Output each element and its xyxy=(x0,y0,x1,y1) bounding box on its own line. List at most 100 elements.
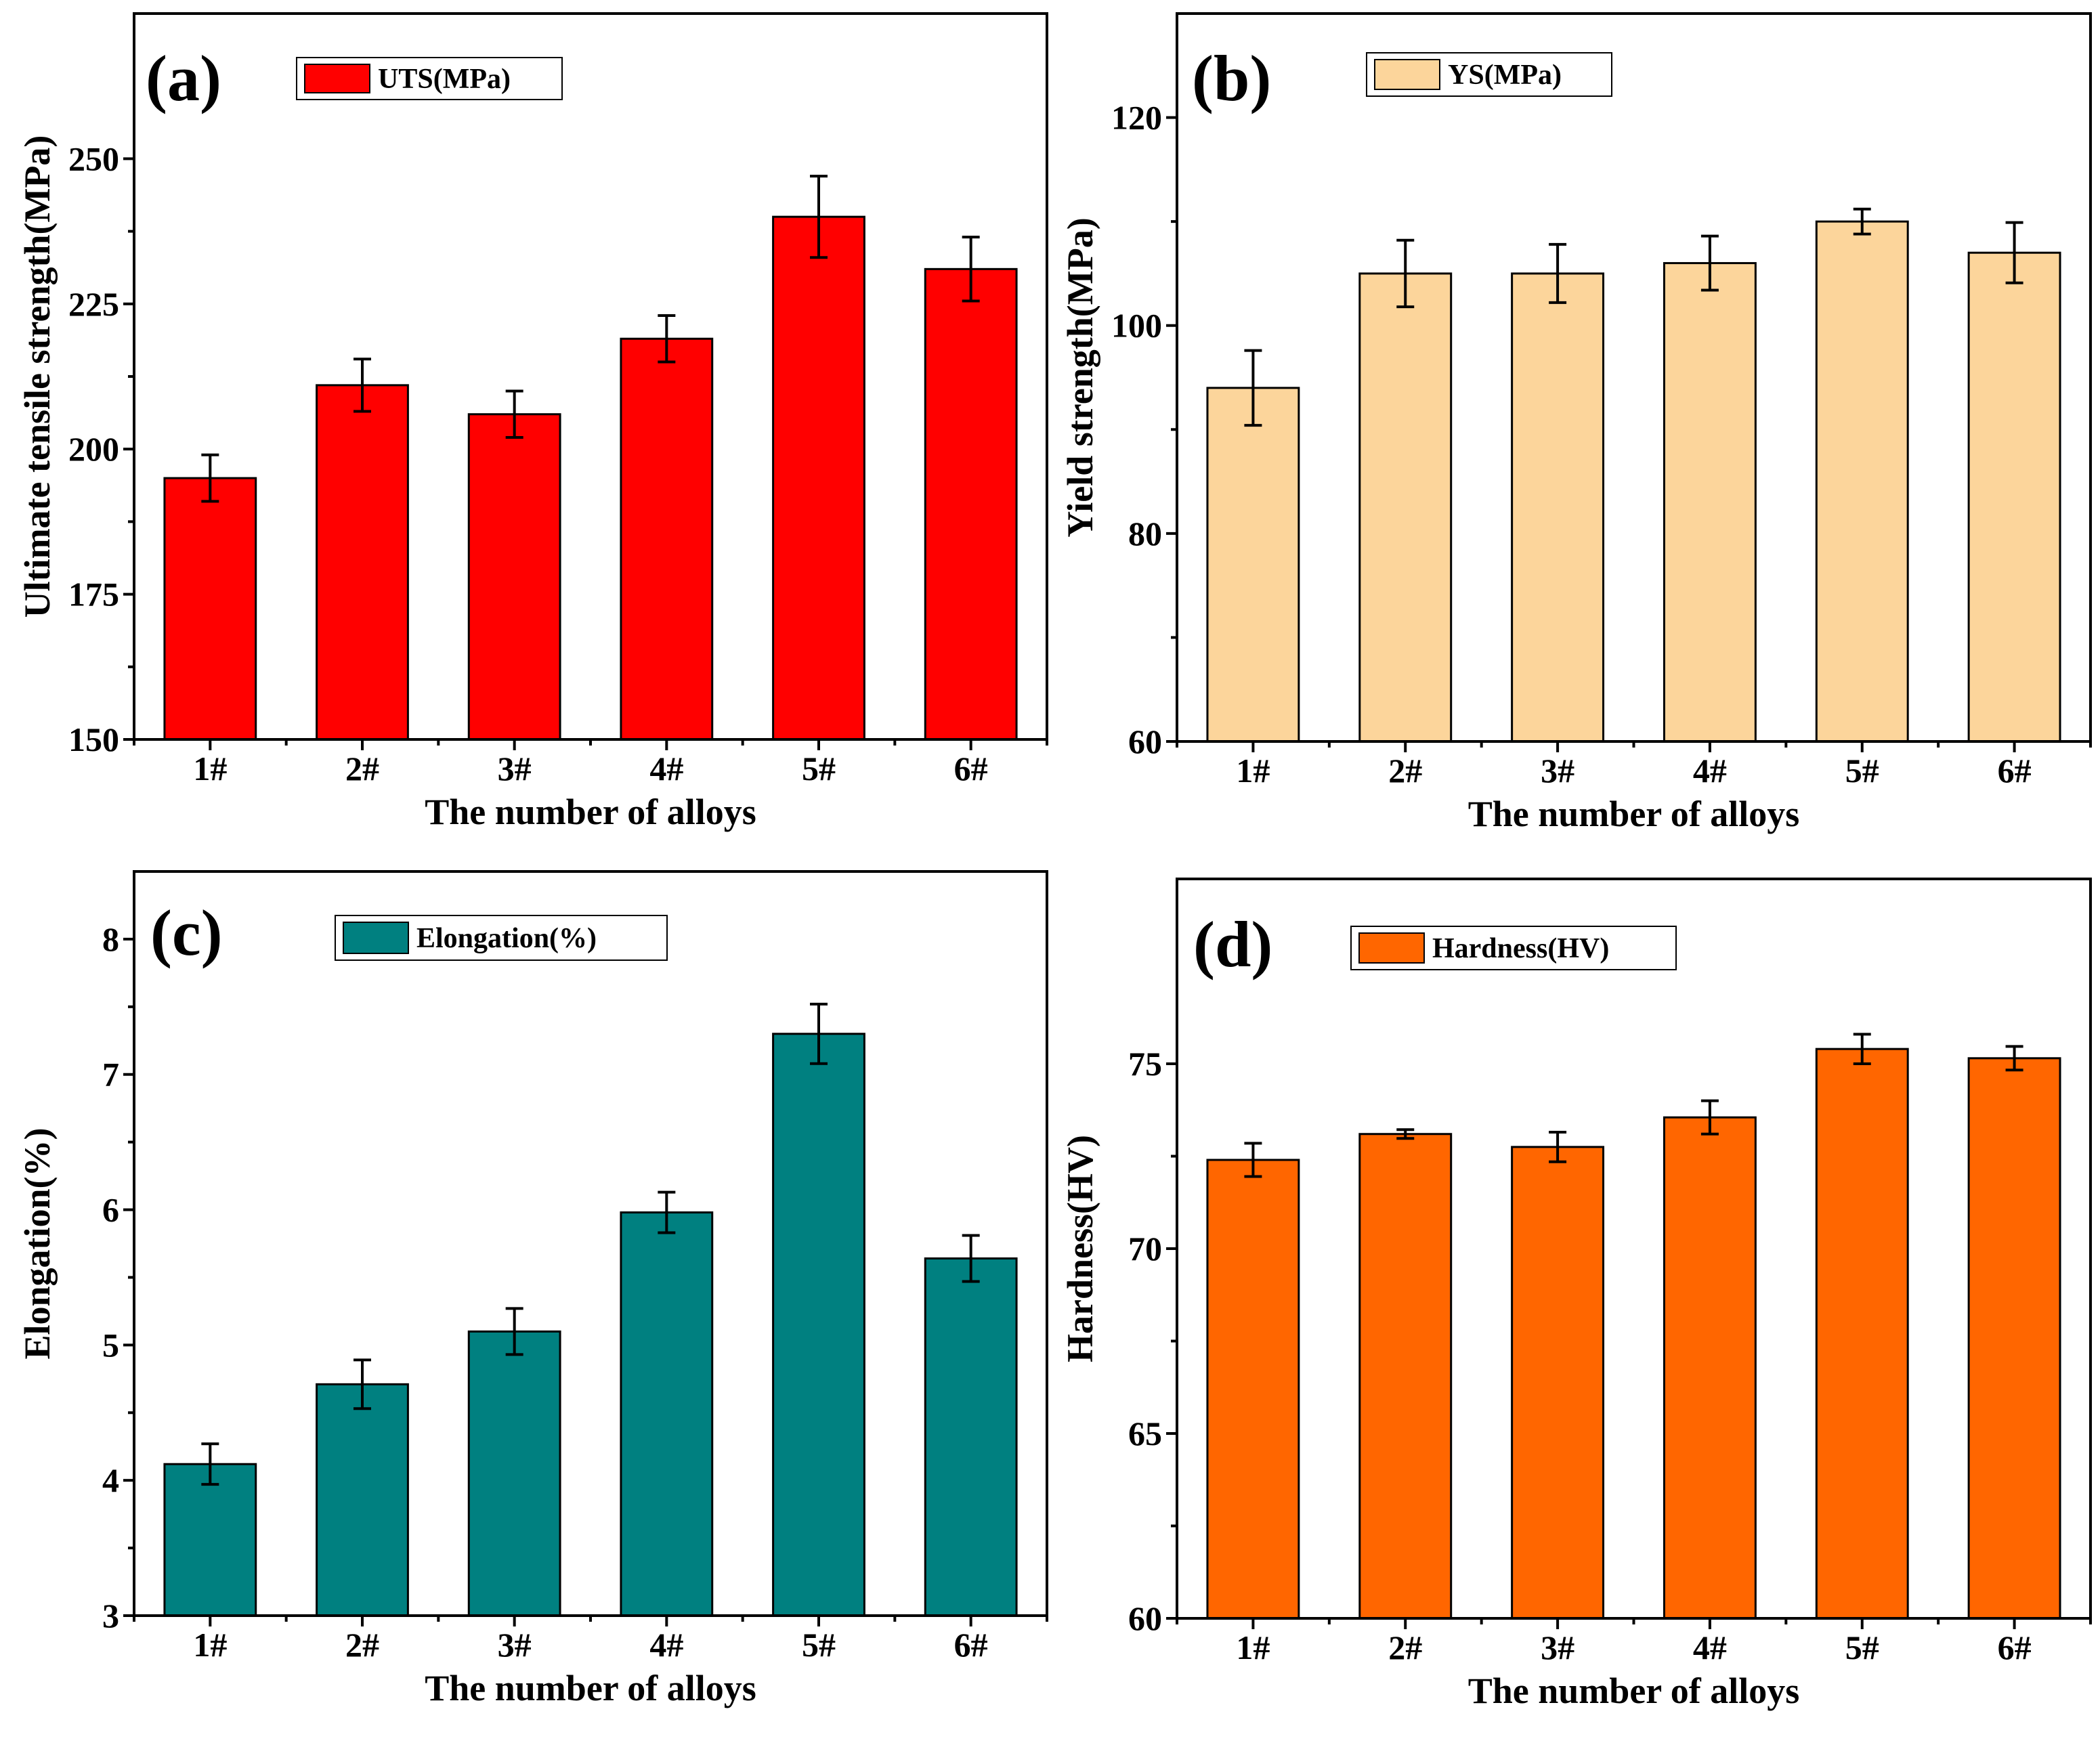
bar-3# xyxy=(467,413,561,741)
bar-3# xyxy=(1511,272,1605,743)
x-tick-label: 4# xyxy=(649,1626,683,1664)
y-tick-label: 7 xyxy=(102,1056,119,1094)
bar-5# xyxy=(1815,220,1909,743)
legend-swatch xyxy=(304,64,370,93)
bar-1# xyxy=(1206,1159,1300,1620)
error-bar-3# xyxy=(1549,242,1567,304)
bar-1# xyxy=(163,1463,257,1617)
y-axis-title: Elongation(%) xyxy=(17,1127,58,1359)
error-bar-2# xyxy=(1396,1128,1415,1140)
plot-frame xyxy=(133,12,1048,741)
bar-4# xyxy=(1663,262,1757,743)
panel-label: (d) xyxy=(1193,908,1272,980)
legend: Elongation(%) xyxy=(335,915,668,961)
y-axis-title: Hardness(HV) xyxy=(1060,1135,1100,1362)
error-bar-5# xyxy=(810,175,828,259)
error-bar-4# xyxy=(658,1190,676,1234)
error-bar-1# xyxy=(1244,1142,1262,1178)
error-bar-2# xyxy=(353,1358,371,1410)
x-axis-title: The number of alloys xyxy=(1468,794,1800,834)
x-tick-label: 5# xyxy=(802,1626,836,1664)
x-tick-label: 2# xyxy=(1388,1629,1422,1666)
legend-swatch xyxy=(343,922,409,954)
x-tick-label: 2# xyxy=(345,1626,379,1664)
y-tick-label: 175 xyxy=(68,576,119,613)
x-tick-label: 6# xyxy=(954,1626,988,1664)
error-bar-6# xyxy=(962,1234,980,1283)
plot-frame xyxy=(133,870,1048,1617)
y-tick-label: 75 xyxy=(1128,1045,1162,1083)
error-bar-5# xyxy=(810,1002,828,1065)
error-bar-2# xyxy=(1396,238,1415,309)
bar-1# xyxy=(163,477,257,741)
x-tick-label: 3# xyxy=(1541,752,1574,790)
error-bar-3# xyxy=(1549,1131,1567,1163)
error-bar-4# xyxy=(1700,234,1719,292)
x-tick-label: 3# xyxy=(498,750,532,788)
error-bar-1# xyxy=(201,453,219,503)
legend: UTS(MPa) xyxy=(296,57,563,100)
x-tick-label: 1# xyxy=(193,750,227,788)
panel-label: (c) xyxy=(150,897,223,969)
x-tick-label: 2# xyxy=(1388,752,1422,790)
error-bar-4# xyxy=(658,314,676,364)
bar-6# xyxy=(1967,251,2061,743)
bar-6# xyxy=(924,1257,1018,1617)
error-bar-3# xyxy=(505,389,523,439)
bar-5# xyxy=(1815,1048,1909,1620)
x-tick-label: 1# xyxy=(193,1626,227,1664)
bar-2# xyxy=(316,1383,409,1617)
bar-3# xyxy=(467,1330,561,1617)
plot-frame xyxy=(1176,12,2092,743)
x-tick-label: 6# xyxy=(1998,1629,2032,1666)
y-tick-label: 225 xyxy=(68,285,119,323)
y-tick-label: 5 xyxy=(102,1326,119,1364)
error-bar-6# xyxy=(2005,1045,2023,1072)
x-axis-title: The number of alloys xyxy=(1468,1670,1800,1711)
panel-d: 60 65 70 75 1# 2# 3# 4# 5# 6# The number of alloys… xyxy=(1060,878,2092,1711)
legend-label: YS(MPa) xyxy=(1448,60,1562,91)
bar-2# xyxy=(316,384,409,741)
y-tick-label: 150 xyxy=(68,720,119,758)
y-tick-label: 60 xyxy=(1128,722,1162,760)
x-tick-label: 6# xyxy=(1998,752,2032,790)
y-tick-label: 4 xyxy=(102,1461,119,1499)
y-axis-title: Ultimate tensile strength(MPa) xyxy=(17,135,58,618)
x-tick-label: 5# xyxy=(1845,1629,1879,1666)
x-tick-label: 5# xyxy=(802,750,836,788)
x-tick-label: 1# xyxy=(1236,1629,1270,1666)
legend: YS(MPa) xyxy=(1366,52,1612,97)
y-tick-label: 70 xyxy=(1128,1230,1162,1268)
bar-5# xyxy=(772,1033,865,1617)
bar-4# xyxy=(1663,1116,1757,1620)
error-bar-4# xyxy=(1700,1099,1719,1136)
x-tick-label: 3# xyxy=(1541,1629,1574,1666)
y-tick-label: 65 xyxy=(1128,1415,1162,1452)
x-tick-label: 6# xyxy=(954,750,988,788)
error-bar-6# xyxy=(2005,221,2023,284)
bar-3# xyxy=(1511,1146,1605,1620)
error-bar-1# xyxy=(1244,349,1262,427)
legend: Hardness(HV) xyxy=(1350,926,1677,970)
y-tick-label: 3 xyxy=(102,1597,119,1635)
x-tick-label: 1# xyxy=(1236,752,1270,790)
bar-6# xyxy=(1967,1057,2061,1620)
bar-6# xyxy=(924,267,1018,741)
bar-2# xyxy=(1358,1133,1453,1620)
legend-swatch xyxy=(1358,932,1425,964)
bar-1# xyxy=(1206,387,1300,743)
x-axis-title: The number of alloys xyxy=(425,792,756,832)
panel-a: 150 175 200 225 250 1# 2# 3# 4# 5# 6# The number of… xyxy=(17,12,1048,832)
bar-5# xyxy=(772,215,865,741)
panel-b: 60 80 100 120 1# 2# 3# 4# 5# 6# The number of allo… xyxy=(1060,12,2092,834)
y-tick-label: 100 xyxy=(1111,307,1162,345)
x-tick-label: 4# xyxy=(649,750,683,788)
error-bar-6# xyxy=(962,236,980,303)
y-tick-label: 6 xyxy=(102,1191,119,1229)
y-tick-label: 80 xyxy=(1128,515,1162,553)
panel-label: (b) xyxy=(1192,42,1271,114)
legend-label: Elongation(%) xyxy=(416,923,597,954)
error-bar-5# xyxy=(1853,207,1871,236)
bar-4# xyxy=(620,337,714,741)
